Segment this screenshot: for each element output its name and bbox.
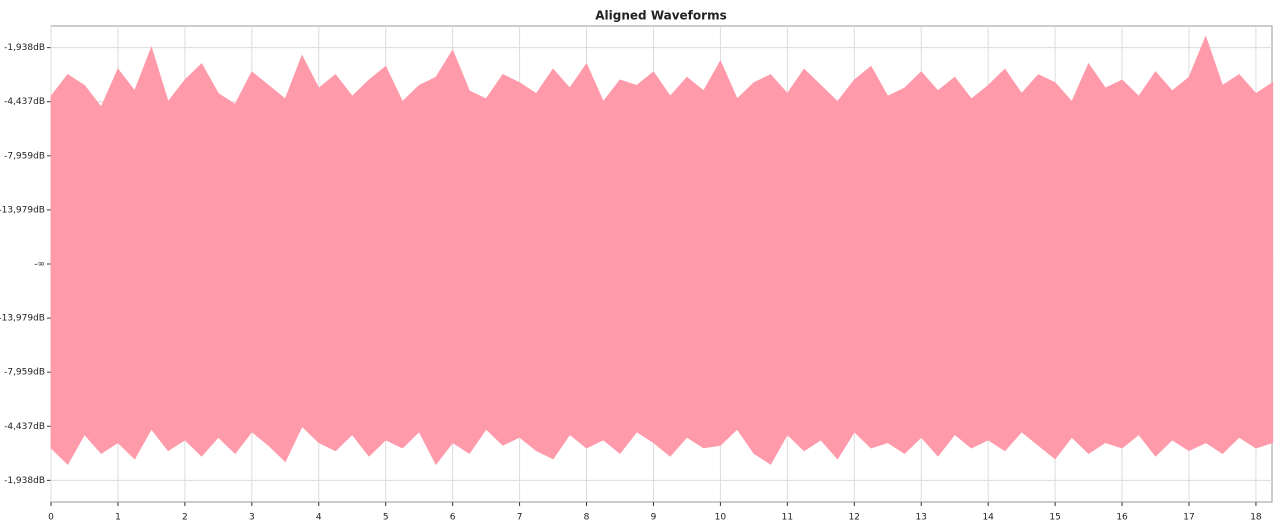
x-tick-label: 6: [450, 513, 456, 523]
x-tick-label: 7: [517, 513, 523, 523]
x-tick-label: 11: [782, 513, 793, 523]
y-tick-label: -4,437dB: [4, 97, 45, 107]
x-tick-label: 18: [1250, 513, 1262, 523]
y-tick-label: -13,979dB: [0, 314, 45, 324]
x-tick-label: 13: [916, 513, 927, 523]
y-tick-label: -7,959dB: [4, 368, 45, 378]
x-tick-label: 5: [383, 513, 389, 523]
x-tick-label: 8: [584, 513, 590, 523]
x-tick-label: 14: [982, 513, 994, 523]
x-tick-label: 12: [849, 513, 860, 523]
x-tick-label: 10: [715, 513, 727, 523]
waveform-area: [50, 263, 1274, 466]
x-tick-label: 0: [48, 513, 54, 523]
y-tick-label: -4,437dB: [4, 422, 45, 432]
x-tick-label: 1: [115, 513, 121, 523]
x-tick-label: 3: [249, 513, 255, 523]
x-tick-label: 17: [1183, 513, 1194, 523]
y-tick-label: -∞: [34, 260, 45, 270]
x-tick-label: 2: [182, 513, 188, 523]
x-tick-label: 16: [1116, 513, 1128, 523]
y-tick-label: -1,938dB: [4, 43, 45, 53]
x-tick-label: 9: [651, 513, 657, 523]
x-tick-label: 4: [316, 513, 322, 523]
y-tick-label: -1,938dB: [4, 476, 45, 486]
chart-title: Aligned Waveforms: [595, 9, 726, 23]
waveform-area: [50, 35, 1274, 265]
y-tick-label: -7,959dB: [4, 151, 45, 161]
y-tick-label: -13,979dB: [0, 205, 45, 215]
x-tick-label: 15: [1049, 513, 1060, 523]
